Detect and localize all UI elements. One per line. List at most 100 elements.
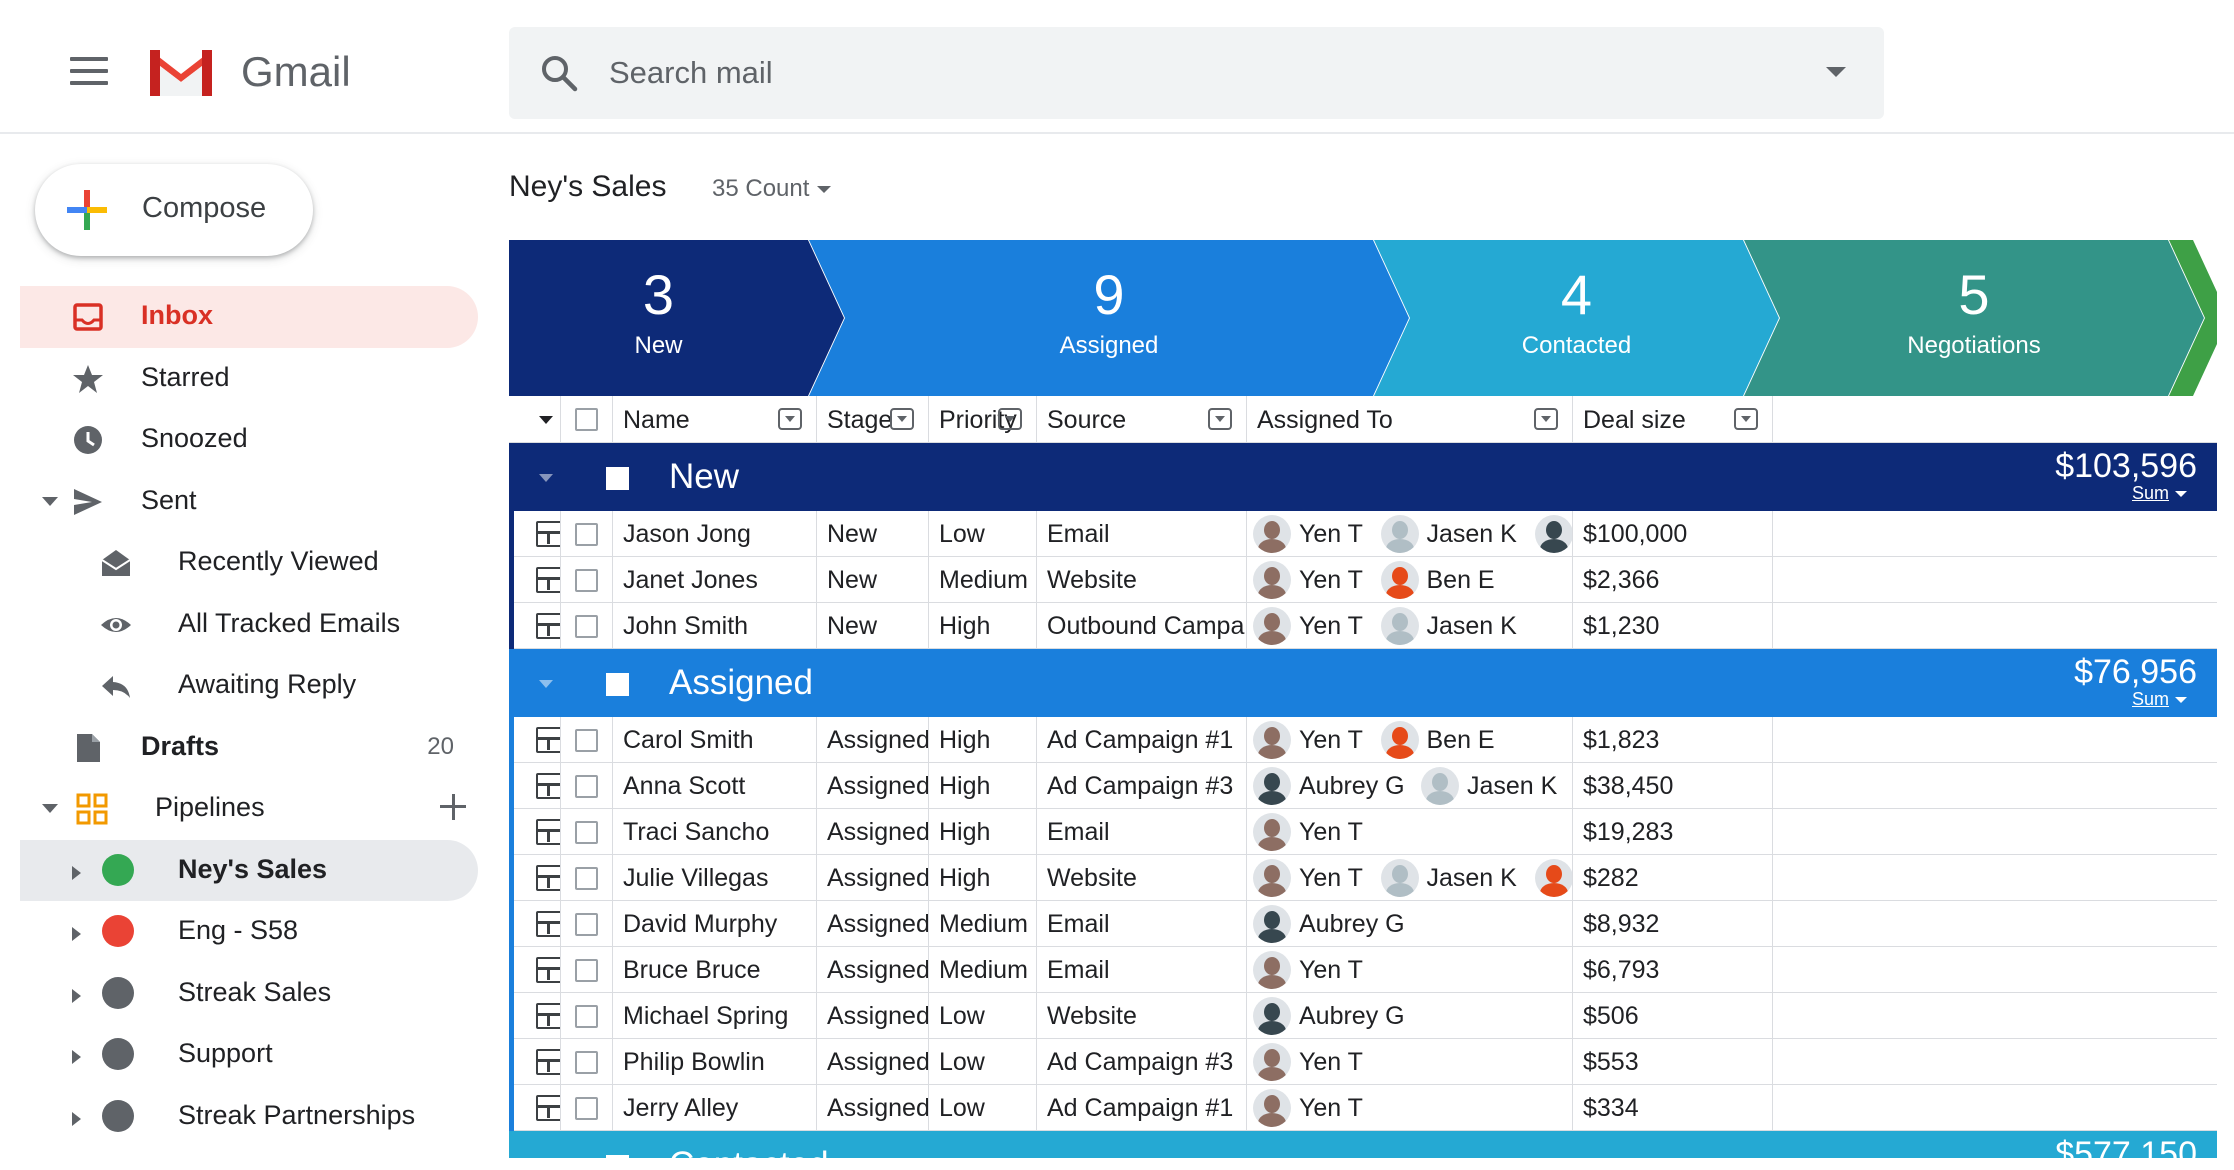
cell-priority[interactable]: Low — [929, 1039, 1037, 1085]
stage-assigned[interactable]: 9 Assigned — [809, 240, 1409, 396]
column-header-assigned-to[interactable]: Assigned To — [1247, 396, 1573, 443]
gmail-logo-icon[interactable] — [146, 46, 216, 98]
cell-name[interactable]: Carol Smith — [613, 717, 817, 763]
row-checkbox[interactable] — [575, 959, 598, 982]
search-options-caret-icon[interactable] — [1826, 67, 1846, 77]
chevron-right-icon[interactable] — [72, 1050, 81, 1064]
expand-box-icon[interactable] — [536, 567, 560, 593]
stage-negotiations[interactable]: 5 Negotiations — [1744, 240, 2204, 396]
cell-stage[interactable]: New — [817, 603, 929, 649]
cell-priority[interactable]: High — [929, 809, 1037, 855]
column-header-priority[interactable]: Priority — [929, 396, 1037, 443]
chevron-down-icon[interactable] — [539, 416, 553, 424]
sidebar-item-awaiting-reply[interactable]: Awaiting Reply — [20, 655, 478, 717]
sidebar-item-streak-sales[interactable]: Streak Sales — [20, 963, 478, 1025]
expand-box-icon[interactable] — [536, 613, 560, 639]
sidebar-item-sent[interactable]: Sent — [20, 471, 478, 533]
cell-stage[interactable]: Assigned — [817, 855, 929, 901]
row-checkbox[interactable] — [575, 615, 598, 638]
sidebar-item-all-tracked-emails[interactable]: All Tracked Emails — [20, 594, 478, 656]
cell-deal-size[interactable]: $553 — [1573, 1039, 1773, 1085]
cell-name[interactable]: John Smith — [613, 603, 817, 649]
row-checkbox[interactable] — [575, 1005, 598, 1028]
group-select-checkbox[interactable] — [606, 467, 629, 490]
main-menu-icon[interactable] — [70, 57, 108, 85]
chevron-down-icon[interactable] — [42, 804, 58, 813]
chevron-right-icon[interactable] — [72, 988, 81, 1003]
sidebar-item-streak-partnerships[interactable]: Streak Partnerships — [20, 1086, 478, 1148]
sidebar-item-pipelines[interactable]: Pipelines — [20, 778, 478, 840]
table-row[interactable]: Bruce Bruce Assigned Medium Email Yen T $6,79… — [509, 947, 2217, 993]
cell-source[interactable]: Ad Campaign #3 — [1037, 763, 1247, 809]
sidebar-item-snoozed[interactable]: Snoozed — [20, 409, 478, 471]
cell-deal-size[interactable]: $19,283 — [1573, 809, 1773, 855]
expand-box-icon[interactable] — [536, 727, 560, 753]
group-header-new[interactable]: New $103,596 Sum — [509, 443, 2217, 511]
cell-stage[interactable]: Assigned — [817, 763, 929, 809]
sidebar-item-drafts[interactable]: Drafts 20 — [20, 717, 478, 779]
cell-deal-size[interactable]: $282 — [1573, 855, 1773, 901]
chevron-down-icon[interactable] — [2175, 697, 2187, 703]
gmail-wordmark[interactable]: Gmail — [241, 48, 351, 95]
row-checkbox[interactable] — [575, 1097, 598, 1120]
row-checkbox[interactable] — [575, 523, 598, 546]
cell-deal-size[interactable]: $6,793 — [1573, 947, 1773, 993]
expand-box-icon[interactable] — [536, 1095, 560, 1121]
column-header-deal-size[interactable]: Deal size — [1573, 396, 1773, 443]
group-select-checkbox[interactable] — [606, 673, 629, 696]
column-filter-icon[interactable] — [998, 408, 1022, 430]
cell-priority[interactable]: Medium — [929, 557, 1037, 603]
cell-deal-size[interactable]: $1,230 — [1573, 603, 1773, 649]
row-checkbox[interactable] — [575, 867, 598, 890]
cell-stage[interactable]: New — [817, 511, 929, 557]
table-row[interactable]: Jerry Alley Assigned Low Ad Campaign #1 Yen … — [509, 1085, 2217, 1131]
chevron-down-icon[interactable] — [2175, 491, 2187, 497]
cell-source[interactable]: Email — [1037, 901, 1247, 947]
table-row[interactable]: Janet Jones New Medium Website Yen T Ben E $2,… — [509, 557, 2217, 603]
row-checkbox[interactable] — [575, 913, 598, 936]
search-icon[interactable] — [539, 53, 579, 93]
group-sum-label[interactable]: Sum — [2131, 483, 2169, 503]
chevron-down-icon[interactable] — [539, 680, 553, 688]
column-header-stage[interactable]: Stage — [817, 396, 929, 443]
compose-button[interactable]: Compose — [35, 164, 313, 256]
group-header-contacted[interactable]: Contacted$577,150Sum — [509, 1131, 2217, 1158]
group-select-checkbox[interactable] — [606, 1155, 629, 1158]
cell-name[interactable]: Julie Villegas — [613, 855, 817, 901]
expand-box-icon[interactable] — [536, 1003, 560, 1029]
cell-priority[interactable]: Medium — [929, 947, 1037, 993]
cell-deal-size[interactable]: $8,932 — [1573, 901, 1773, 947]
cell-source[interactable]: Email — [1037, 809, 1247, 855]
table-row[interactable]: Michael Spring Assigned Low Website Aubrey G… — [509, 993, 2217, 1039]
row-checkbox[interactable] — [575, 775, 598, 798]
cell-deal-size[interactable]: $100,000 — [1573, 511, 1773, 557]
cell-source[interactable]: Ad Campaign #1 — [1037, 717, 1247, 763]
table-row[interactable]: Philip Bowlin Assigned Low Ad Campaign #3 Ye… — [509, 1039, 2217, 1085]
cell-stage[interactable]: Assigned — [817, 947, 929, 993]
cell-deal-size[interactable]: $334 — [1573, 1085, 1773, 1131]
chevron-right-icon[interactable] — [72, 927, 81, 941]
add-pipeline-icon[interactable] — [438, 792, 468, 822]
sidebar-item-recently-viewed[interactable]: Recently Viewed — [20, 532, 478, 594]
cell-deal-size[interactable]: $506 — [1573, 993, 1773, 1039]
table-row[interactable]: Anna Scott Assigned High Ad Campaign #3 Aubr… — [509, 763, 2217, 809]
cell-source[interactable]: Outbound Campaign — [1037, 603, 1247, 649]
cell-deal-size[interactable]: $1,823 — [1573, 717, 1773, 763]
select-all-checkbox[interactable] — [575, 408, 598, 431]
cell-priority[interactable]: Low — [929, 511, 1037, 557]
row-checkbox[interactable] — [575, 729, 598, 752]
group-header-assigned[interactable]: Assigned $76,956 Sum — [509, 649, 2217, 717]
cell-priority[interactable]: High — [929, 603, 1037, 649]
cell-stage[interactable]: Assigned — [817, 717, 929, 763]
sidebar-item-eng-s58[interactable]: Eng - S58 — [20, 901, 478, 963]
cell-source[interactable]: Website — [1037, 993, 1247, 1039]
cell-priority[interactable]: High — [929, 763, 1037, 809]
column-header-name[interactable]: Name — [613, 396, 817, 443]
row-checkbox[interactable] — [575, 1051, 598, 1074]
chevron-down-icon[interactable] — [42, 496, 58, 506]
cell-name[interactable]: Michael Spring — [613, 993, 817, 1039]
pipeline-count-dropdown[interactable]: 35 Count — [712, 175, 832, 203]
column-filter-icon[interactable] — [890, 408, 914, 430]
expand-box-icon[interactable] — [536, 819, 560, 845]
sidebar-item-support[interactable]: Support — [20, 1024, 478, 1086]
